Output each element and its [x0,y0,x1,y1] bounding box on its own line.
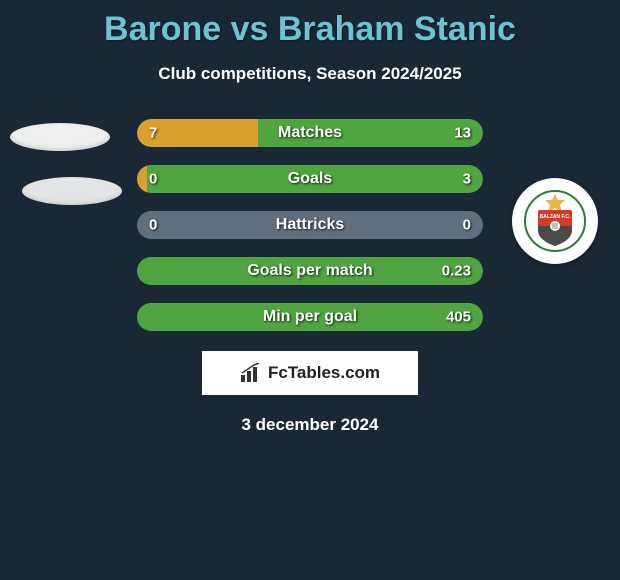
stat-value-left: 0 [149,171,157,188]
stat-bar: Min per goal 405 [137,303,483,331]
stat-value-right: 0 [463,217,471,234]
stat-row: Goals per match 0.23 [0,257,620,285]
stat-value-left: 0 [149,217,157,234]
stat-row: Matches 7 13 [0,119,620,147]
stat-row: Min per goal 405 [0,303,620,331]
stat-value-right: 405 [446,309,471,326]
stat-row: Goals 0 3 [0,165,620,193]
stats-container: Matches 7 13 Goals 0 3 Hattricks 0 0 Goals per ma… [0,119,620,331]
snapshot-date: 3 december 2024 [0,415,620,435]
stat-bar-left [137,165,147,193]
stat-value-right: 0.23 [442,263,471,280]
stat-bar: Goals per match 0.23 [137,257,483,285]
stat-value-right: 3 [463,171,471,188]
stat-bar: Matches 7 13 [137,119,483,147]
stat-value-left: 7 [149,125,157,142]
stat-value-right: 13 [454,125,471,142]
fctables-watermark: FcTables.com [202,351,418,395]
stat-row: Hattricks 0 0 [0,211,620,239]
comparison-subtitle: Club competitions, Season 2024/2025 [0,64,620,84]
stat-label: Matches [278,124,342,142]
stat-label: Min per goal [263,308,357,326]
stat-label: Hattricks [276,216,344,234]
watermark-text: FcTables.com [268,363,380,383]
comparison-title: Barone vs Braham Stanic [0,0,620,49]
stat-bar: Hattricks 0 0 [137,211,483,239]
stat-label: Goals per match [247,262,372,280]
chart-icon [240,363,262,383]
stat-bar: Goals 0 3 [137,165,483,193]
stat-label: Goals [288,170,332,188]
